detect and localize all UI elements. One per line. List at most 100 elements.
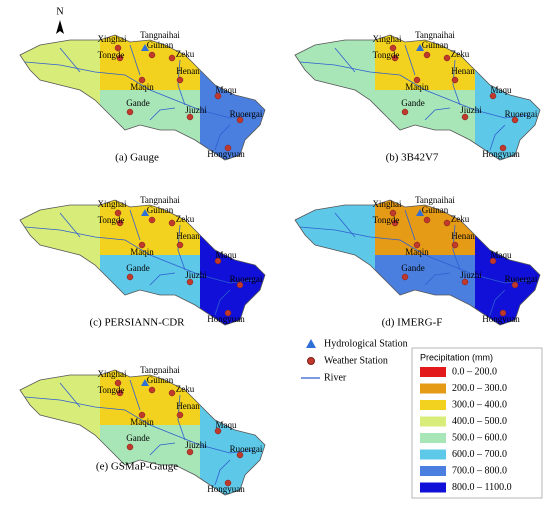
weather-station [443,54,451,62]
weather-station [168,219,176,227]
legend-class-label: 500.0 – 600.0 [452,432,507,443]
river [424,272,451,286]
station-label: Ruoergai [230,444,263,454]
weather-station [511,281,519,289]
panel-caption: (e) GSMaP-Gauge [96,461,178,473]
weather-station [176,411,184,419]
legend-class-label: 400.0 – 500.0 [452,416,507,427]
river [24,396,256,454]
weather-station [236,116,244,124]
weather-station [413,241,421,249]
precip-zone [20,35,100,160]
river [299,226,531,284]
weather-station [451,76,459,84]
weather-station [176,76,184,84]
weather-station [214,92,222,100]
station-label: Gande [401,263,425,273]
weather-station [451,241,459,249]
station-label: Maqu [216,250,237,260]
weather-icon [307,357,315,365]
weather-station [114,209,122,217]
station-label: Guinan [147,205,174,215]
river [59,47,81,73]
legend-hydro: Hydrological Station [324,338,408,349]
weather-station [138,241,146,249]
station-label: Tangnaihai [140,195,180,205]
basin-outline [294,199,541,326]
precip-zone [475,35,540,160]
weather-station [224,309,232,317]
weather-station [126,273,134,281]
weather-station [186,448,194,456]
panel-caption: (b) 3B42V7 [386,152,439,164]
weather-station [401,108,409,116]
panel-caption: (d) IMERG-F [382,317,443,329]
precip-zone [475,200,540,325]
station-label: Henan [176,231,200,241]
river [177,224,186,271]
station-label: Zeku [176,214,195,224]
station-label: Tangnaihai [140,30,180,40]
weather-station [499,144,507,152]
legend-class-label: 0.0 – 200.0 [452,366,497,377]
station-label: Jiuzhi [185,270,207,280]
weather-station [148,216,156,224]
river [129,44,141,76]
station-label: Zeku [176,384,195,394]
basin-outline [294,34,541,161]
weather-station [148,51,156,59]
legend-river: River [324,372,347,383]
weather-station [168,389,176,397]
station-label: Gande [401,98,425,108]
station-label: Hongyuan [482,314,520,324]
weather-station [391,219,399,227]
weather-station [176,241,184,249]
station-label: Henan [176,66,200,76]
legend-swatch [420,449,446,460]
legend-swatch [420,482,446,493]
weather-station [461,113,469,121]
precip-zone [200,200,265,325]
north-label: N [56,6,63,17]
river [149,272,176,286]
weather-station [186,113,194,121]
station-label: Ruoergai [505,109,538,119]
river [177,59,186,106]
station-label: Ruoergai [505,274,538,284]
station-label: Hongyuan [207,149,245,159]
weather-station [138,411,146,419]
river [404,209,416,241]
weather-station [168,54,176,62]
river [452,59,461,106]
station-label: Ruoergai [230,274,263,284]
river [129,379,141,411]
weather-station [413,76,421,84]
station-label: Jiuzhi [460,270,482,280]
precip-zone [295,35,375,160]
station-label: Guinan [422,40,449,50]
weather-station [138,76,146,84]
precip-zone [20,200,100,325]
river [334,212,356,238]
legend-class-label: 300.0 – 400.0 [452,399,507,410]
river [129,209,141,241]
panel-caption: (a) Gauge [115,152,159,164]
hydro-station [416,44,424,51]
station-label: Xinghai [373,34,402,44]
legend-swatch [420,367,446,377]
station-label: Maqin [130,417,154,427]
station-label: Jiuzhi [185,105,207,115]
river [489,124,506,151]
weather-station [114,44,122,52]
weather-station [389,44,397,52]
legend-swatch [420,433,446,443]
legend-swatch [420,400,446,410]
weather-station [401,273,409,281]
weather-station [391,54,399,62]
station-label: Gande [126,263,150,273]
weather-station [116,389,124,397]
river [489,289,506,316]
river [214,289,231,316]
